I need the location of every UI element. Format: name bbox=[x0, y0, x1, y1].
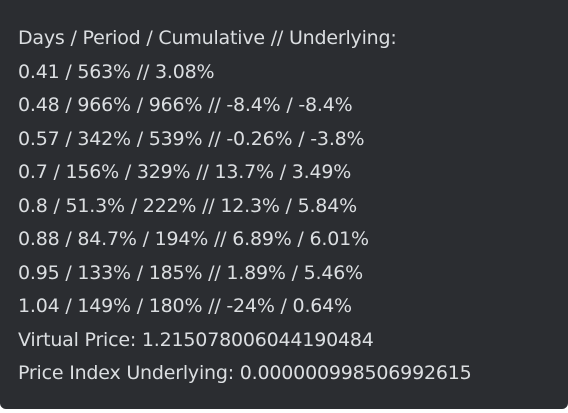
table-row: 0.57 / 342% / 539% // -0.26% / -3.8% bbox=[18, 127, 365, 150]
table-row: 0.41 / 563% // 3.08% bbox=[18, 60, 215, 83]
message-text: Days / Period / Cumulative // Underlying… bbox=[18, 22, 472, 391]
virtual-price: Virtual Price: 1.215078006044190484 bbox=[18, 328, 374, 351]
table-row: 0.88 / 84.7% / 194% // 6.89% / 6.01% bbox=[18, 228, 369, 250]
table-header: Days / Period / Cumulative // Underlying… bbox=[18, 27, 397, 49]
table-row: 1.04 / 149% / 180% // -24% / 0.64% bbox=[18, 295, 352, 317]
table-row: 0.48 / 966% / 966% // -8.4% / -8.4% bbox=[18, 94, 353, 116]
table-row: 0.7 / 156% / 329% // 13.7% / 3.49% bbox=[18, 161, 352, 183]
price-index-underlying: Price Index Underlying: 0.00000099850699… bbox=[18, 362, 472, 384]
table-row: 0.95 / 133% / 185% // 1.89% / 5.46% bbox=[18, 261, 363, 284]
table-row: 0.8 / 51.3% / 222% // 12.3% / 5.84% bbox=[18, 194, 357, 217]
